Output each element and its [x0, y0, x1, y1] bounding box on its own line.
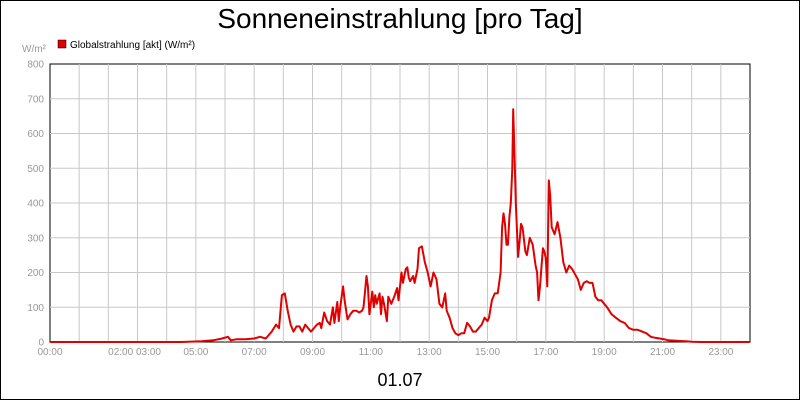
y-tick-label: 500 [27, 164, 44, 175]
legend: Globalstrahlung [akt] (W/m²) [57, 39, 195, 51]
x-tick-label: 17:00 [533, 347, 558, 358]
x-tick-label: 00:00 [37, 347, 62, 358]
y-tick-labels: 0 100 200 300 400 500 600 700 800 [27, 60, 44, 349]
x-tick-label: 11:00 [359, 347, 384, 358]
date-label: 01.07 [377, 370, 422, 390]
y-tick-label: 300 [27, 233, 44, 244]
y-tick-label: 0 [38, 338, 44, 349]
y-tick-label: 700 [27, 94, 44, 105]
x-tick-label: 09:00 [300, 347, 325, 358]
grid [50, 64, 750, 342]
x-tick-label: 21:00 [650, 347, 675, 358]
y-axis-unit: W/m² [22, 44, 47, 55]
y-tick-label: 200 [27, 268, 44, 279]
x-tick-labels: 00:00 02:00 03:00 05:00 07:00 09:00 11:00 13:0… [37, 347, 733, 358]
y-tick-label: 800 [27, 60, 44, 71]
x-tick-label: 13:00 [417, 347, 442, 358]
x-tick-label: 23:00 [708, 347, 733, 358]
x-tick-label: 19:00 [592, 347, 617, 358]
chart-title: Sonneneinstrahlung [pro Tag] [217, 3, 582, 34]
y-tick-label: 100 [27, 303, 44, 314]
y-tick-label: 400 [27, 199, 44, 210]
legend-swatch [57, 39, 67, 49]
y-tick-label: 600 [27, 129, 44, 140]
series-line-globalstrahlung [50, 108, 750, 343]
legend-label: Globalstrahlung [akt] (W/m²) [70, 40, 195, 51]
x-tick-label: 05:00 [183, 347, 208, 358]
x-tick-label: 02:00 03:00 [108, 347, 161, 358]
x-tick-label: 15:00 [475, 347, 500, 358]
x-tick-label: 07:00 [242, 347, 267, 358]
